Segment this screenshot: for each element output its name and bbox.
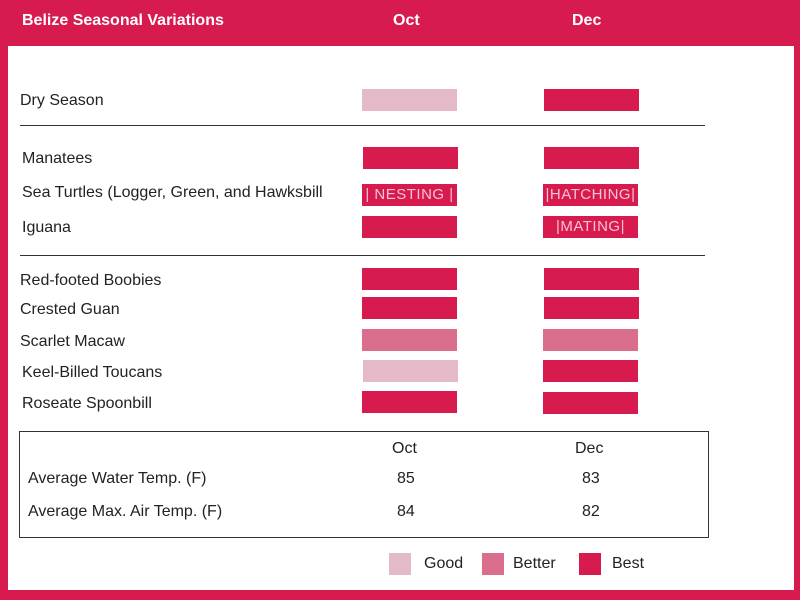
row-label-scarlet-macaw: Scarlet Macaw <box>20 333 125 350</box>
temp-air-oct: 84 <box>397 503 415 520</box>
cell-boobies-oct <box>362 268 457 290</box>
temp-air-dec: 82 <box>582 503 600 520</box>
row-label-roseate-spoonbill: Roseate Spoonbill <box>22 395 152 412</box>
temp-water-oct: 85 <box>397 470 415 487</box>
temp-water-dec: 83 <box>582 470 600 487</box>
cell-manatees-dec <box>544 147 639 169</box>
cell-dry-season-oct <box>362 89 457 111</box>
row-label-iguana: Iguana <box>22 219 71 236</box>
legend-swatch-better <box>482 553 504 575</box>
chart-title: Belize Seasonal Variations <box>22 12 224 29</box>
row-label-keel-billed-toucans: Keel-Billed Toucans <box>22 364 163 381</box>
legend-label-good: Good <box>424 555 464 572</box>
cell-manatees-oct <box>363 147 458 169</box>
temp-row-label-air: Average Max. Air Temp. (F) <box>28 503 223 520</box>
legend-label-best: Best <box>612 555 645 572</box>
cell-guan-oct <box>362 297 457 319</box>
cell-spoonbill-dec <box>543 392 638 414</box>
cell-toucans-dec <box>543 360 638 382</box>
cell-sea-turtles-oct: | NESTING | <box>362 184 457 206</box>
cell-macaw-oct <box>362 329 457 351</box>
row-label-manatees: Manatees <box>22 150 93 167</box>
row-label-red-footed-boobies: Red-footed Boobies <box>20 272 162 289</box>
legend-label-better: Better <box>513 555 556 572</box>
cell-toucans-oct <box>363 360 458 382</box>
row-label-sea-turtles: Sea Turtles (Logger, Green, and Hawksbil… <box>22 184 323 201</box>
temp-header-dec: Dec <box>575 440 604 457</box>
cell-iguana-oct <box>362 216 457 238</box>
temp-header-oct: Oct <box>392 440 417 457</box>
legend-swatch-best <box>579 553 601 575</box>
row-label-crested-guan: Crested Guan <box>20 301 120 318</box>
divider-1 <box>20 125 705 126</box>
cell-dry-season-dec <box>544 89 639 111</box>
cell-guan-dec <box>544 297 639 319</box>
header-dec: Dec <box>572 12 602 29</box>
cell-macaw-dec <box>543 329 638 351</box>
legend-swatch-good <box>389 553 411 575</box>
cell-sea-turtles-dec: |HATCHING| <box>543 184 638 206</box>
temperature-table <box>19 431 709 538</box>
divider-2 <box>20 255 705 256</box>
row-label-dry-season: Dry Season <box>20 92 104 109</box>
cell-spoonbill-oct <box>362 391 457 413</box>
cell-iguana-dec: |MATING| <box>543 216 638 238</box>
header-oct: Oct <box>393 12 420 29</box>
temp-row-label-water: Average Water Temp. (F) <box>28 470 207 487</box>
cell-boobies-dec <box>544 268 639 290</box>
